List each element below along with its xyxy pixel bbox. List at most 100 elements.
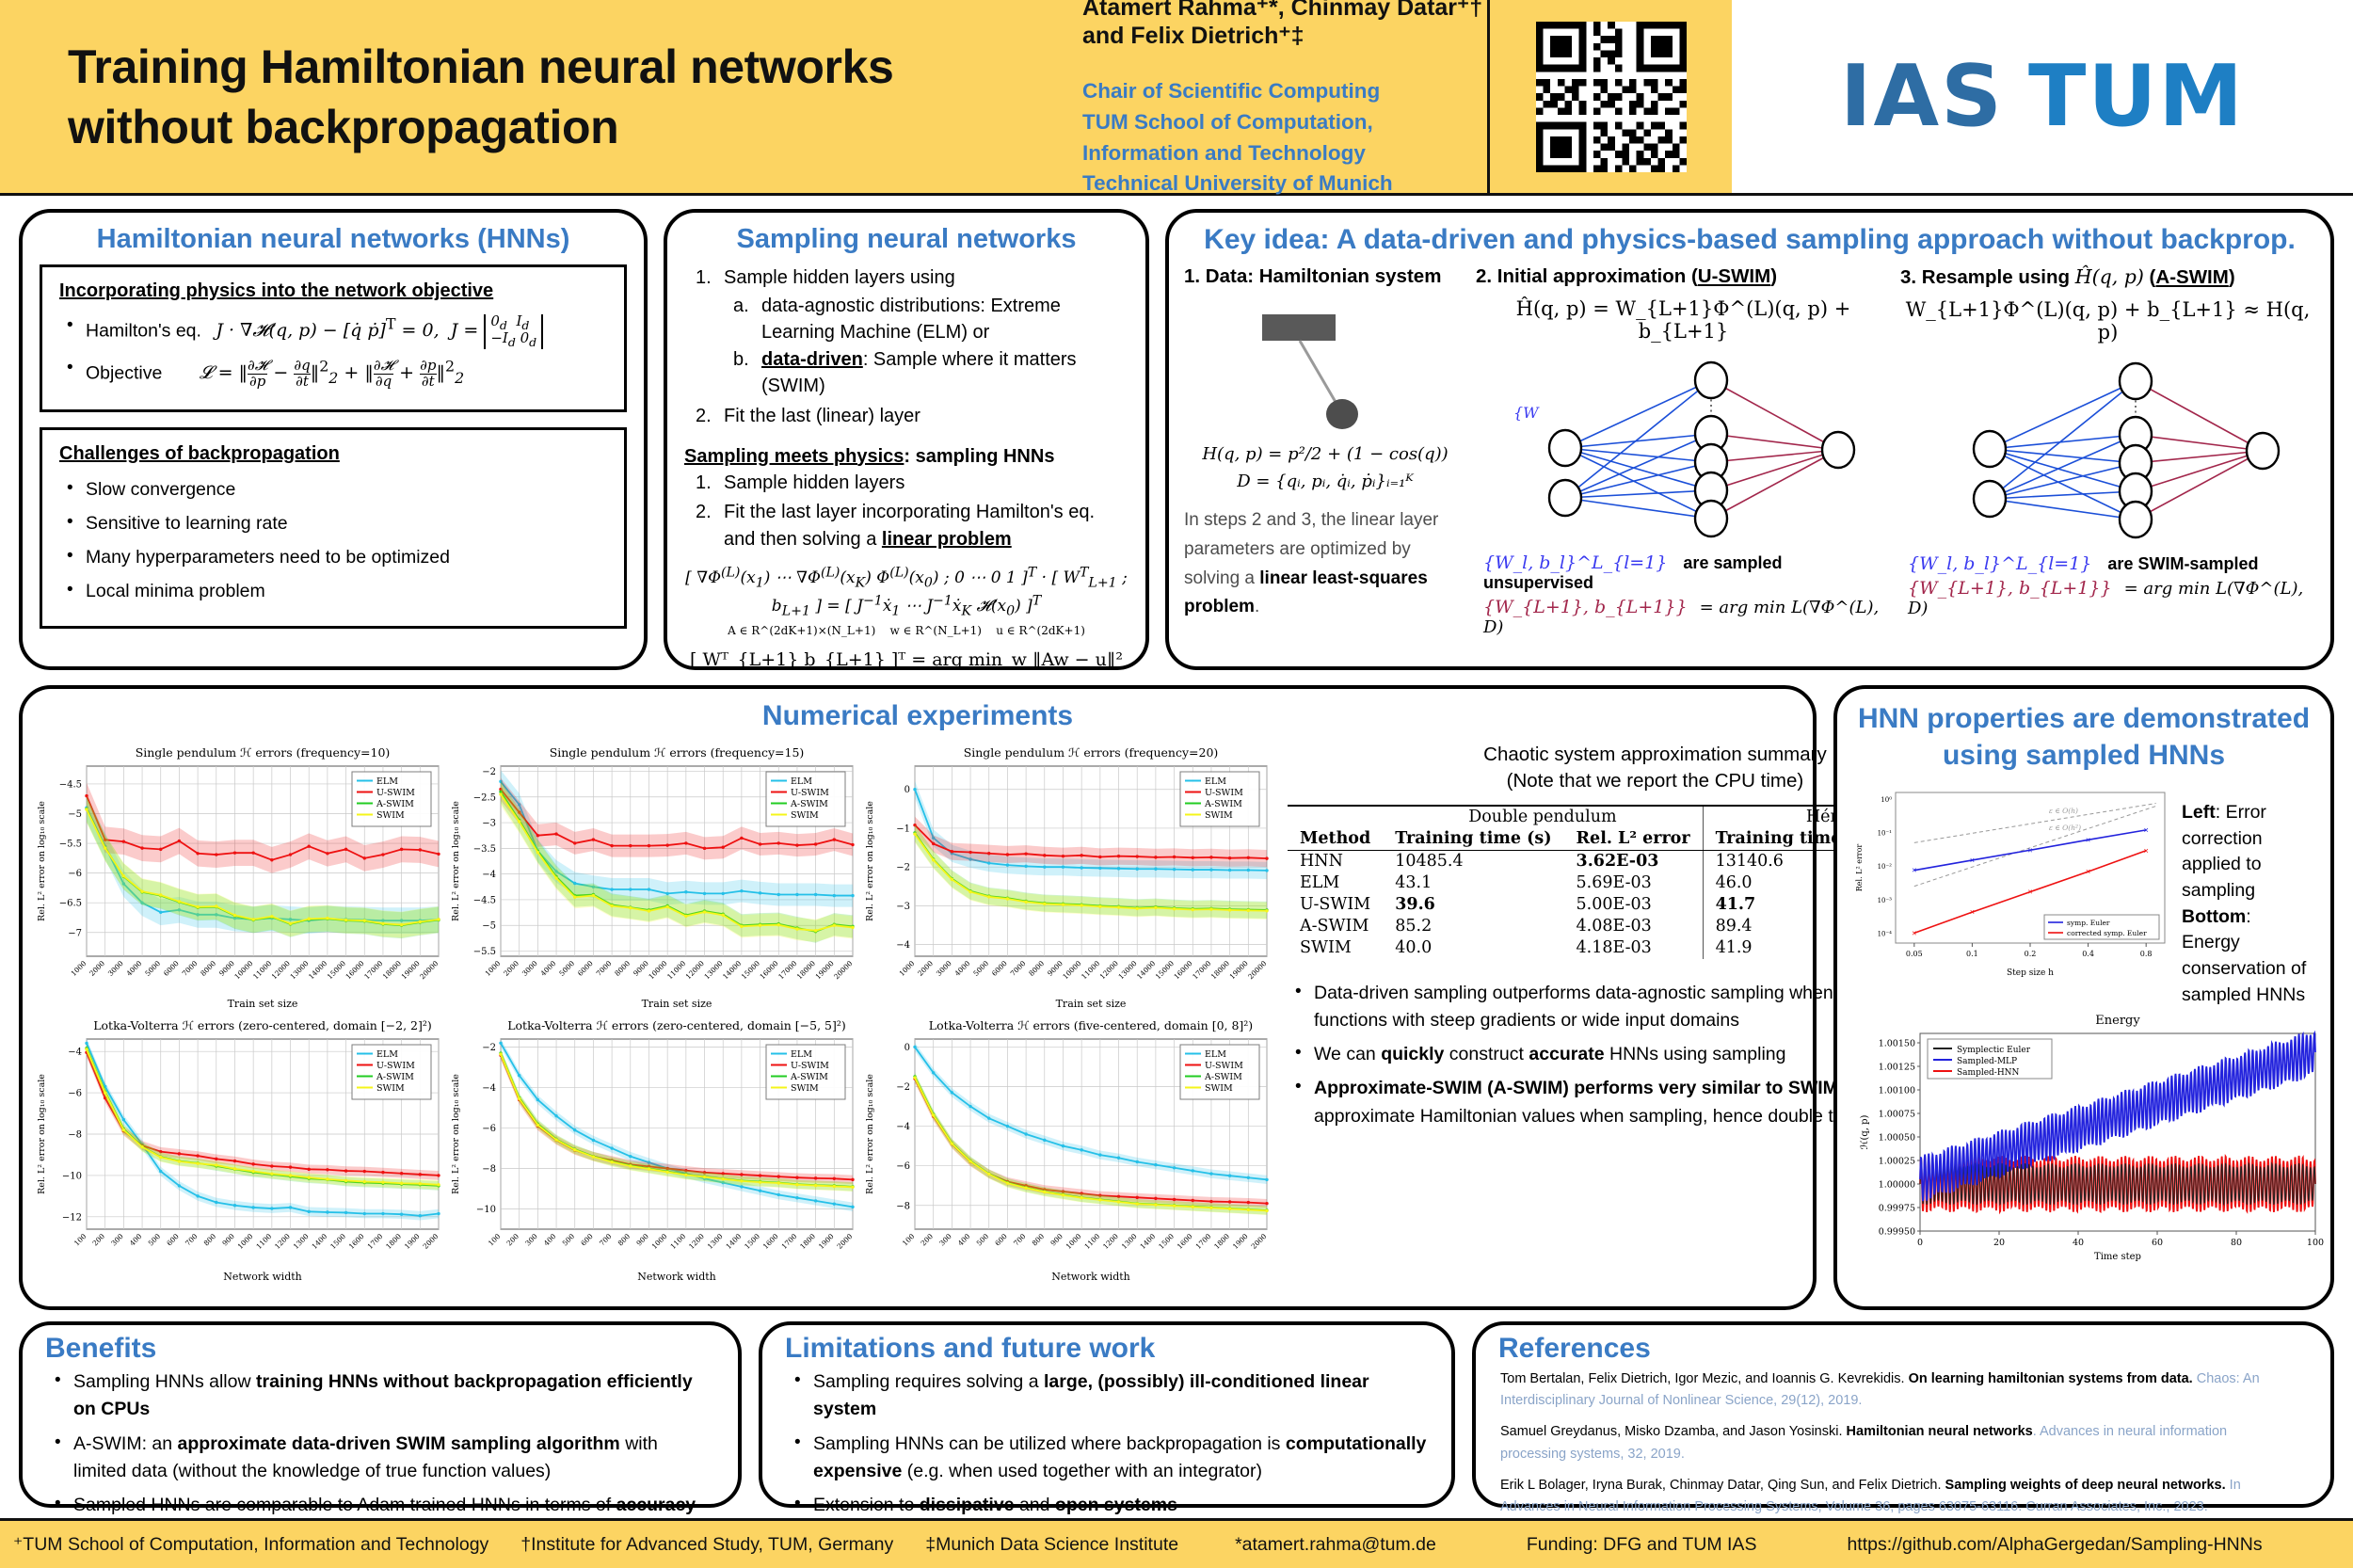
footer-email[interactable]: *atamert.rahma@tum.de	[1235, 1533, 1436, 1555]
svg-text:Network width: Network width	[223, 1271, 302, 1283]
qr-code-icon[interactable]	[1535, 21, 1687, 172]
svg-text:1.00050: 1.00050	[1879, 1132, 1915, 1143]
svg-text:600: 600	[993, 1232, 1009, 1248]
svg-text:0.1: 0.1	[1966, 950, 1978, 958]
svg-text:1100: 1100	[254, 1232, 273, 1251]
svg-text:8000: 8000	[1027, 959, 1046, 978]
u-swim-label: U-SWIM	[1697, 265, 1771, 287]
svg-text:A-SWIM: A-SWIM	[790, 1072, 828, 1082]
sampling-step-1-text: Sample hidden layers using	[724, 267, 955, 288]
svg-text:1.00150: 1.00150	[1879, 1038, 1915, 1048]
chart-lotka-volterra-d55[interactable]: Lotka-Volterra ℋ errors (zero-centered, …	[446, 1015, 860, 1288]
svg-text:−12: −12	[62, 1212, 82, 1223]
svg-text:7000: 7000	[595, 959, 614, 978]
svg-text:U-SWIM: U-SWIM	[791, 788, 829, 798]
properties-top-row: 10⁰ 10⁻¹ 10⁻² 10⁻³ 10⁻⁴ 0.05 0.1 0.2 0.4 0.8 Step …	[1837, 783, 2330, 1009]
svg-text:19000: 19000	[1227, 959, 1249, 981]
svg-text:✕: ✕	[2027, 848, 2033, 855]
svg-text:1900: 1900	[403, 1232, 422, 1251]
svg-text:0: 0	[904, 785, 910, 795]
svg-text:8000: 8000	[199, 959, 217, 978]
footer-repo-url[interactable]: https://github.com/AlphaGergedan/Samplin…	[1847, 1533, 2263, 1555]
svg-text:SWIM: SWIM	[1205, 1083, 1233, 1094]
svg-text:10000: 10000	[647, 959, 668, 981]
ref-2-title: Sampling weights of deep neural networks…	[1945, 1477, 2226, 1493]
chart-error-correction[interactable]: 10⁰ 10⁻¹ 10⁻² 10⁻³ 10⁻⁴ 0.05 0.1 0.2 0.4 0.8 Step …	[1850, 783, 2170, 981]
svg-text:11000: 11000	[665, 959, 687, 981]
svg-text:U-SWIM: U-SWIM	[376, 1061, 415, 1071]
chart-lotka-volterra-d22[interactable]: Lotka-Volterra ℋ errors (zero-centered, …	[32, 1015, 446, 1288]
svg-text:Rel. L² error on log₁₀ scale: Rel. L² error on log₁₀ scale	[451, 1074, 461, 1194]
svg-text:5000: 5000	[557, 959, 576, 978]
svg-text:20000: 20000	[1246, 959, 1268, 981]
svg-text:−5.5: −5.5	[59, 840, 82, 850]
svg-text:13000: 13000	[1116, 959, 1138, 981]
svg-text:1.00075: 1.00075	[1879, 1109, 1915, 1119]
col-dp-time: Training time (s)	[1383, 827, 1564, 851]
svg-text:ELM: ELM	[376, 776, 398, 787]
list-item: data-agnostic distributions: Extreme Lea…	[733, 293, 1061, 344]
svg-text:600: 600	[165, 1232, 181, 1248]
linear-problem-emphasis: linear problem	[881, 528, 1012, 550]
chart-single-pendulum-f20[interactable]: Single pendulum ℋ errors (frequency=20) 0…	[860, 742, 1274, 1015]
hnn-challenges-list: Slow convergence Sensitive to learning r…	[59, 475, 607, 606]
affiliation-1: Chair of Scientific Computing	[1082, 79, 1381, 104]
side-bottom-text: : Energy conservation of sampled HNNs	[2182, 905, 2307, 1005]
references-title: References	[1498, 1333, 1651, 1364]
svg-text:700: 700	[598, 1232, 614, 1248]
table-cell: 10485.4	[1395, 852, 1464, 872]
substep-b-rest: : Sample where it matters (SWIM)	[761, 348, 1077, 397]
ref-1-venue: . Advances in neural information process…	[1500, 1424, 2228, 1462]
key-idea-columns: 1. Data: Hamiltonian system H(q, p) = p²…	[1169, 265, 2330, 637]
chart-single-pendulum-f10[interactable]: Single pendulum ℋ errors (frequency=10) −…	[32, 742, 446, 1015]
numerical-findings-list: Data-driven sampling outperforms data-ag…	[1288, 979, 2023, 1130]
data-driven-emphasis: data-driven	[761, 348, 863, 370]
svg-text:1000: 1000	[650, 1232, 669, 1251]
svg-text:Rel. L² error on log₁₀ scale: Rel. L² error on log₁₀ scale	[865, 801, 875, 921]
svg-text:17000: 17000	[1191, 959, 1212, 981]
table-cell: SWIM	[1300, 938, 1352, 958]
svg-text:1800: 1800	[798, 1232, 817, 1251]
svg-text:20: 20	[1993, 1238, 2005, 1248]
chart-single-pendulum-f15[interactable]: Single pendulum ℋ errors (frequency=15) −…	[446, 742, 860, 1015]
panel-numerical-experiments: Numerical experiments Single pendulum ℋ …	[19, 685, 2023, 1310]
svg-text:20000: 20000	[832, 959, 854, 981]
svg-text:⋮: ⋮	[1704, 398, 1719, 414]
svg-text:Time step: Time step	[2094, 1252, 2141, 1262]
svg-text:⋮: ⋮	[2128, 399, 2143, 415]
svg-text:1300: 1300	[706, 1232, 725, 1251]
svg-text:8000: 8000	[613, 959, 632, 978]
ref-0-authors: Tom Bertalan, Felix Dietrich, Igor Mezic…	[1500, 1371, 1909, 1386]
chart-energy[interactable]: Energy 1.00150 1.00125 1.00100 1.00075 1.0005…	[1850, 1009, 2325, 1263]
svg-text:400: 400	[542, 1232, 558, 1248]
svg-text:corrected symp. Euler: corrected symp. Euler	[2067, 929, 2147, 937]
svg-text:1.00100: 1.00100	[1879, 1085, 1915, 1096]
svg-text:200: 200	[920, 1232, 936, 1248]
svg-text:Single pendulum ℋ errors (freq: Single pendulum ℋ errors (frequency=20)	[964, 745, 1219, 760]
svg-text:700: 700	[1012, 1232, 1028, 1248]
svg-text:18000: 18000	[795, 959, 817, 981]
header-authors-block: Atamert Rahma⁺*, Chinmay Datar⁺† and Fel…	[1026, 0, 1487, 195]
qr-code-container[interactable]	[1487, 0, 1732, 193]
poster-header: Training Hamiltonian neural networks wit…	[0, 0, 2353, 196]
svg-text:1300: 1300	[1120, 1232, 1139, 1251]
svg-text:600: 600	[579, 1232, 595, 1248]
svg-text:−4: −4	[482, 870, 496, 880]
svg-text:900: 900	[634, 1232, 650, 1248]
svg-text:700: 700	[184, 1232, 200, 1248]
svg-text:✕: ✕	[2143, 848, 2149, 855]
svg-text:7000: 7000	[181, 959, 200, 978]
side-left-text: : Error correction applied to sampling	[2182, 802, 2266, 902]
svg-text:300: 300	[523, 1232, 539, 1248]
table-cell: 4.18E-03	[1576, 938, 1652, 958]
svg-text:−1: −1	[896, 824, 910, 834]
svg-text:A-SWIM: A-SWIM	[376, 1072, 414, 1082]
eq-matrix-note: A ∈ R^(2dK+1)×(N_L+1)	[728, 623, 876, 637]
last-layer-symbol: {W_{L+1}, b_{L+1}}	[1483, 597, 1688, 617]
properties-side-text: Left: Error correction applied to sampli…	[2170, 783, 2310, 1009]
chart-lotka-volterra-d08[interactable]: Lotka-Volterra ℋ errors (five-centered, …	[860, 1015, 1274, 1288]
svg-text:−2: −2	[896, 863, 910, 873]
summary-title-line2: (Note that we report the CPU time)	[1506, 770, 1804, 792]
svg-text:0.4: 0.4	[2082, 950, 2094, 958]
